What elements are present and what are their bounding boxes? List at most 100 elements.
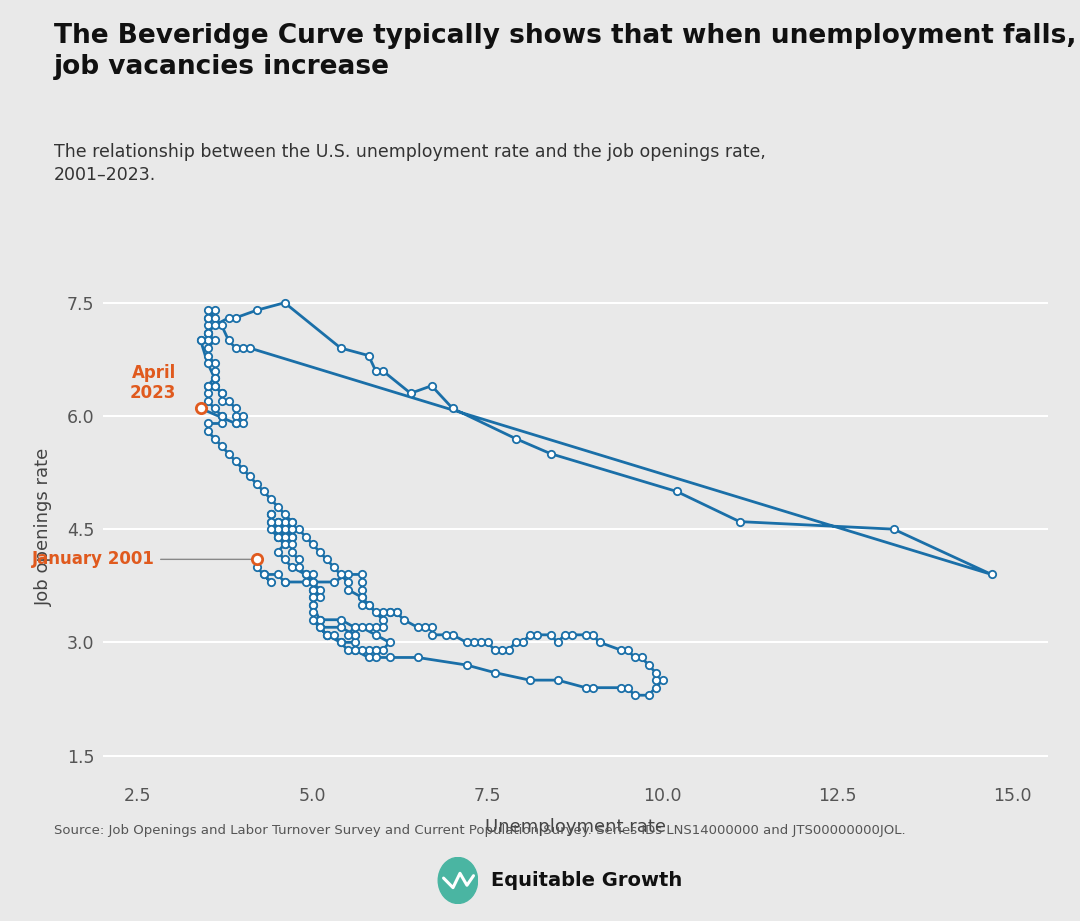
Point <box>269 522 286 537</box>
Point <box>269 530 286 544</box>
Point <box>248 303 266 318</box>
Point <box>311 620 328 635</box>
Point <box>255 567 272 582</box>
Point <box>269 544 286 559</box>
Point <box>374 612 391 627</box>
Point <box>353 620 370 635</box>
Point <box>549 635 566 649</box>
Point <box>262 575 280 589</box>
Point <box>206 318 224 332</box>
Point <box>311 582 328 597</box>
Point <box>423 379 441 393</box>
Point <box>549 672 566 687</box>
Point <box>486 643 503 658</box>
Point <box>353 643 370 658</box>
Y-axis label: Job openings rate: Job openings rate <box>35 449 53 606</box>
Point <box>276 522 294 537</box>
Point <box>332 567 349 582</box>
Point <box>332 341 349 356</box>
Point <box>667 484 685 499</box>
Point <box>360 643 377 658</box>
Point <box>619 643 636 658</box>
Point <box>346 643 363 658</box>
Point <box>640 658 658 672</box>
Point <box>303 612 321 627</box>
Point <box>381 650 399 665</box>
Point <box>269 530 286 544</box>
Point <box>213 386 230 401</box>
Point <box>311 544 328 559</box>
Point <box>227 310 244 325</box>
Point <box>360 598 377 612</box>
Point <box>289 522 307 537</box>
Point <box>199 424 216 438</box>
Point <box>248 560 266 575</box>
Point <box>199 310 216 325</box>
Point <box>388 605 405 620</box>
Point <box>339 582 356 597</box>
Point <box>325 627 342 642</box>
Point <box>192 401 210 415</box>
Point <box>647 672 664 687</box>
Point <box>514 635 531 649</box>
Point <box>248 476 266 491</box>
Point <box>283 522 300 537</box>
Point <box>346 627 363 642</box>
Point <box>346 627 363 642</box>
Point <box>346 620 363 635</box>
Point <box>289 560 307 575</box>
Point <box>220 310 238 325</box>
Point <box>276 507 294 521</box>
Point <box>374 363 391 378</box>
Point <box>276 537 294 552</box>
Point <box>283 530 300 544</box>
Point <box>269 514 286 529</box>
Point <box>640 688 658 703</box>
Point <box>255 484 272 499</box>
Point <box>423 627 441 642</box>
Point <box>303 567 321 582</box>
Point <box>486 665 503 680</box>
Point <box>199 325 216 340</box>
Point <box>283 522 300 537</box>
Point <box>269 514 286 529</box>
Point <box>283 530 300 544</box>
Point <box>353 589 370 604</box>
Point <box>269 530 286 544</box>
Point <box>367 620 384 635</box>
Point <box>367 363 384 378</box>
Point <box>303 589 321 604</box>
Point <box>311 589 328 604</box>
Point <box>633 650 650 665</box>
Point <box>206 379 224 393</box>
Point <box>542 627 559 642</box>
Point <box>241 341 258 356</box>
Point <box>303 582 321 597</box>
Point <box>626 688 644 703</box>
Point <box>227 409 244 424</box>
Point <box>374 620 391 635</box>
Point <box>276 575 294 589</box>
Text: Source: Job Openings and Labor Turnover Survey and Current Population Survey. Se: Source: Job Openings and Labor Turnover … <box>54 824 906 837</box>
Point <box>332 612 349 627</box>
Point <box>353 589 370 604</box>
Text: April
2023: April 2023 <box>130 364 176 402</box>
Point <box>381 605 399 620</box>
Point <box>283 560 300 575</box>
Point <box>213 416 230 431</box>
Text: January 2001: January 2001 <box>32 551 254 568</box>
Point <box>339 567 356 582</box>
Point <box>367 643 384 658</box>
Point <box>303 582 321 597</box>
Point <box>199 325 216 340</box>
Point <box>303 582 321 597</box>
Point <box>192 333 210 348</box>
Point <box>339 575 356 589</box>
Point <box>507 431 524 446</box>
Point <box>591 635 608 649</box>
Point <box>206 401 224 415</box>
Point <box>346 635 363 649</box>
Point <box>227 401 244 415</box>
Point <box>409 650 427 665</box>
Point <box>269 522 286 537</box>
